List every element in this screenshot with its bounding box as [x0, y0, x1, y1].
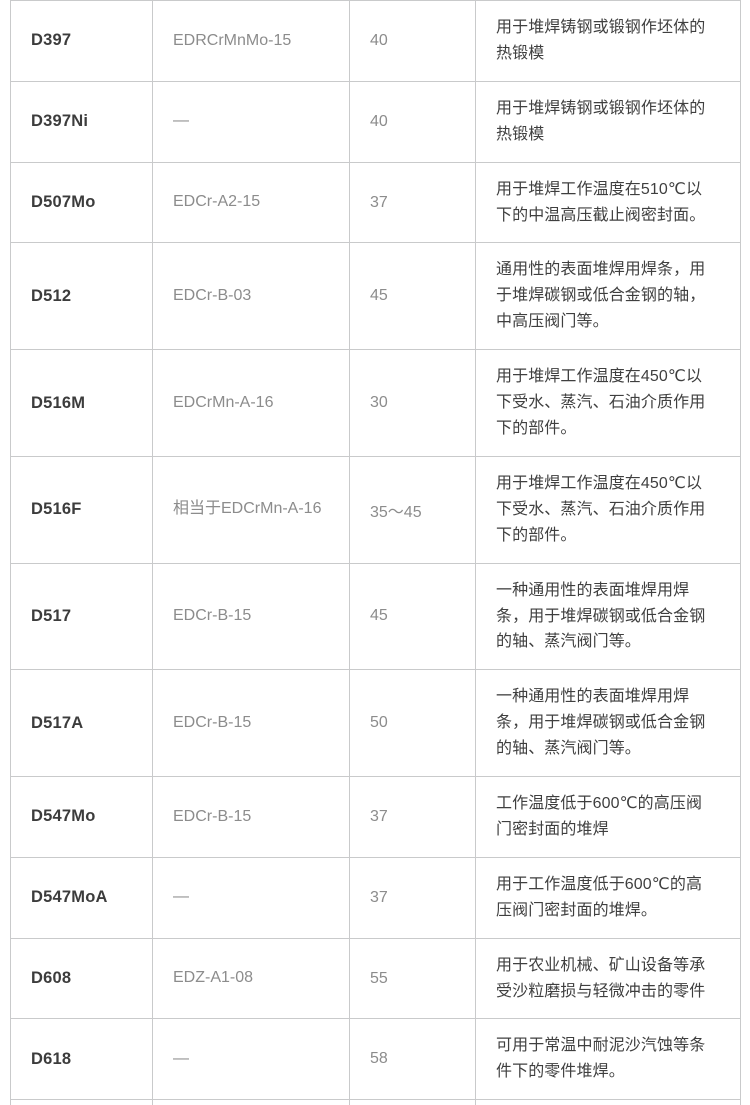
cell-grade: D618	[10, 1018, 153, 1101]
description-line: 的轴、蒸汽阀门等。	[496, 633, 641, 651]
cell-hardness: 58	[349, 1018, 476, 1101]
cell-grade: D507Mo	[10, 161, 153, 244]
cell-hardness: 30	[349, 349, 476, 457]
description-line: 受沙粒磨损与轻微冲击的零件	[496, 982, 706, 1000]
cell-grade: D517A	[10, 669, 153, 778]
cell-description: 工作温度低于600℃的高压阀 门密封面的堆焊	[475, 776, 741, 858]
table-row: D517 EDCr-B-15 45 一种通用性的表面堆焊用焊 条，用于堆焊碳钢或低合金钢…	[10, 562, 741, 671]
cell-hardness: 45	[349, 562, 476, 671]
description-line: 工作温度低于600℃的高压阀	[496, 795, 703, 813]
cell-description: 一种通用性的表面堆焊用焊 条，用于堆焊碳钢或低合金钢 的轴、蒸汽阀门等。	[475, 669, 741, 778]
cell-designation: 相当于EDCrMn-A-16	[152, 455, 350, 564]
description-line: 用于工作温度低于600℃的高	[496, 875, 703, 893]
description-line: 下的部件。	[496, 419, 577, 437]
table-row: D642EDZCr-B-0345用于常温和高温耐磨耐腐蚀的工作条件	[10, 1099, 741, 1105]
description-line: 通用性的表面堆焊用焊条，用	[496, 261, 706, 279]
cell-grade: D397	[10, 0, 153, 82]
description-line: 用于堆焊铸钢或锻钢作坯体的	[496, 19, 706, 36]
description-line: 热锻模	[496, 125, 545, 143]
table-row: D547MoA —37 用于工作温度低于600℃的高 压阀门密封面的堆焊。	[10, 856, 741, 939]
table-row: D516F 相当于EDCrMn-A-16 35〜45 用于堆焊工作温度在450℃以 下受…	[10, 455, 741, 564]
cell-description: 用于工作温度低于600℃的高 压阀门密封面的堆焊。	[475, 856, 741, 939]
description-line: 用于堆焊工作温度在450℃以	[496, 368, 703, 386]
cell-grade: D516M	[10, 349, 153, 457]
description-line: 的轴、蒸汽阀门等。	[496, 740, 641, 758]
cell-hardness: 45	[349, 242, 476, 351]
table-row: D507Mo EDCr-A2-15 37 用于堆焊工作温度在510℃以 下的中温高压截止…	[10, 161, 741, 244]
description-line: 条，用于堆焊碳钢或低合金钢	[496, 607, 706, 625]
table-row: D547Mo EDCr-B-15 37 工作温度低于600℃的高压阀 门密封面的堆焊	[10, 776, 741, 858]
cell-grade: D397Ni	[10, 80, 153, 163]
description-line: 下受水、蒸汽、石油介质作用	[496, 394, 706, 412]
cell-designation: EDZCr-B-03	[152, 1099, 350, 1105]
cell-hardness: 45	[349, 1099, 476, 1105]
description-line: 条，用于堆焊碳钢或低合金钢	[496, 714, 706, 732]
cell-designation: EDZ-A1-08	[152, 937, 350, 1020]
cell-designation: EDCr-B-15	[152, 776, 350, 858]
cell-designation: EDCr-B-15	[152, 562, 350, 671]
cell-description: 用于堆焊铸钢或锻钢作坯体的 热锻模	[475, 80, 741, 163]
cell-hardness: 37	[349, 856, 476, 939]
cell-designation: —	[152, 856, 350, 939]
cell-description: 一种通用性的表面堆焊用焊 条，用于堆焊碳钢或低合金钢 的轴、蒸汽阀门等。	[475, 562, 741, 671]
cell-description: 通用性的表面堆焊用焊条，用 于堆焊碳钢或低合金钢的轴， 中高压阀门等。	[475, 242, 741, 351]
cell-grade: D547Mo	[10, 776, 153, 858]
cell-designation: EDCr-B-03	[152, 242, 350, 351]
cell-hardness: 35〜45	[349, 455, 476, 564]
description-line: 门密封面的堆焊	[496, 820, 609, 838]
table-body: D397 EDRCrMnMo-15 40 用于堆焊铸钢或锻钢作坯体的 热锻模 D397Ni…	[10, 0, 741, 1105]
cell-hardness: 50	[349, 669, 476, 778]
table-row: D517A EDCr-B-15 50 一种通用性的表面堆焊用焊 条，用于堆焊碳钢或低合金…	[10, 669, 741, 778]
description-line: 可用于常温中耐泥沙汽蚀等条	[496, 1037, 706, 1055]
description-line: 于堆焊碳钢或低合金钢的轴，	[496, 287, 706, 305]
welding-electrode-spec-table: D397 EDRCrMnMo-15 40 用于堆焊铸钢或锻钢作坯体的 热锻模 D397Ni…	[10, 0, 741, 1105]
description-line: 一种通用性的表面堆焊用焊	[496, 688, 690, 706]
cell-hardness: 55	[349, 937, 476, 1020]
cell-designation: EDRCrMnMo-15	[152, 0, 350, 82]
cell-description: 可用于常温中耐泥沙汽蚀等条 件下的零件堆焊。	[475, 1018, 741, 1101]
cell-description: 用于堆焊工作温度在450℃以 下受水、蒸汽、石油介质作用 下的部件。	[475, 455, 741, 564]
cell-hardness: 37	[349, 776, 476, 858]
description-line: 用于堆焊工作温度在510℃以	[496, 180, 703, 198]
description-line: 用于农业机械、矿山设备等承	[496, 956, 706, 974]
description-line: 用于堆焊工作温度在450℃以	[496, 474, 703, 492]
description-line: 热锻模	[496, 44, 545, 62]
table-row: D618—58 可用于常温中耐泥沙汽蚀等条 件下的零件堆焊。	[10, 1018, 741, 1101]
cell-designation: EDCr-A2-15	[152, 161, 350, 244]
cell-hardness: 40	[349, 80, 476, 163]
description-line: 一种通用性的表面堆焊用焊	[496, 581, 690, 599]
description-line: 下受水、蒸汽、石油介质作用	[496, 500, 706, 518]
cell-description: 用于常温和高温耐磨耐腐蚀的工作条件	[475, 1099, 741, 1105]
description-line: 中高压阀门等。	[496, 313, 609, 331]
cell-designation: —	[152, 80, 350, 163]
cell-description: 用于堆焊工作温度在510℃以 下的中温高压截止阀密封面。	[475, 161, 741, 244]
cell-designation: EDCr-B-15	[152, 669, 350, 778]
description-line: 下的部件。	[496, 526, 577, 544]
table-row: D397Ni —40 用于堆焊铸钢或锻钢作坯体的 热锻模	[10, 80, 741, 163]
cell-description: 用于堆焊铸钢或锻钢作坯体的 热锻模	[475, 0, 741, 82]
cell-grade: D608	[10, 937, 153, 1020]
description-line: 压阀门密封面的堆焊。	[496, 901, 658, 919]
cell-grade: D517	[10, 562, 153, 671]
table-row: D516M EDCrMn-A-16 30 用于堆焊工作温度在450℃以 下受水、蒸汽、石…	[10, 349, 741, 457]
table-row: D608 EDZ-A1-08 55 用于农业机械、矿山设备等承 受沙粒磨损与轻微冲击的零…	[10, 937, 741, 1020]
cell-grade: D516F	[10, 455, 153, 564]
cell-hardness: 40	[349, 0, 476, 82]
cell-description: 用于农业机械、矿山设备等承 受沙粒磨损与轻微冲击的零件	[475, 937, 741, 1020]
cell-designation: —	[152, 1018, 350, 1101]
cell-grade: D642	[10, 1099, 153, 1105]
cell-description: 用于堆焊工作温度在450℃以 下受水、蒸汽、石油介质作用 下的部件。	[475, 349, 741, 457]
cell-grade: D547MoA	[10, 856, 153, 939]
cell-designation: EDCrMn-A-16	[152, 349, 350, 457]
table-row: D397 EDRCrMnMo-15 40 用于堆焊铸钢或锻钢作坯体的 热锻模	[10, 0, 741, 82]
description-line: 下的中温高压截止阀密封面。	[496, 206, 706, 224]
cell-grade: D512	[10, 242, 153, 351]
description-line: 件下的零件堆焊。	[496, 1063, 625, 1081]
cell-hardness: 37	[349, 161, 476, 244]
table-row: D512 EDCr-B-03 45 通用性的表面堆焊用焊条，用 于堆焊碳钢或低合金钢的轴…	[10, 242, 741, 351]
description-line: 用于堆焊铸钢或锻钢作坯体的	[496, 99, 706, 117]
